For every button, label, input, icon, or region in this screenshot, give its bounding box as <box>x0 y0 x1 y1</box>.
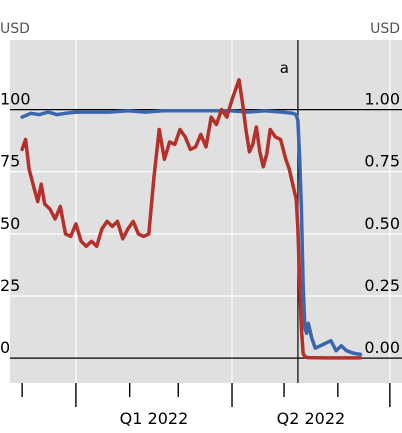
right-tick-label-0.25: 0.25 <box>364 276 400 295</box>
left-tick-label-50: 50 <box>0 214 20 233</box>
plot-background <box>10 40 402 383</box>
series-line-0 <box>20 109 363 357</box>
right-tick-label-1.00: 1.00 <box>364 90 400 109</box>
right-tick-label-0.00: 0.00 <box>364 338 400 357</box>
left-tick-label-25: 25 <box>0 276 20 295</box>
annotation-label: a <box>280 59 289 77</box>
right-axis-unit: USD <box>370 21 400 37</box>
tick-labels: 0 0.00 25 0.25 50 0.50 75 0.75 100 1.00 <box>0 90 400 358</box>
left-tick-label-0: 0 <box>0 338 10 357</box>
x-quarter-label-1: Q2 2022 <box>277 409 346 428</box>
right-tick-label-0.75: 0.75 <box>364 152 400 171</box>
right-tick-label-0.50: 0.50 <box>364 214 400 233</box>
series-lines <box>20 78 363 360</box>
x-axis: Q1 2022 Q2 2022 <box>21 383 391 428</box>
series-line-1 <box>20 78 363 360</box>
left-tick-label-75: 75 <box>0 152 20 171</box>
x-quarter-label-0: Q1 2022 <box>120 409 189 428</box>
left-axis-unit: USD <box>0 21 30 37</box>
left-tick-label-100: 100 <box>0 90 31 109</box>
